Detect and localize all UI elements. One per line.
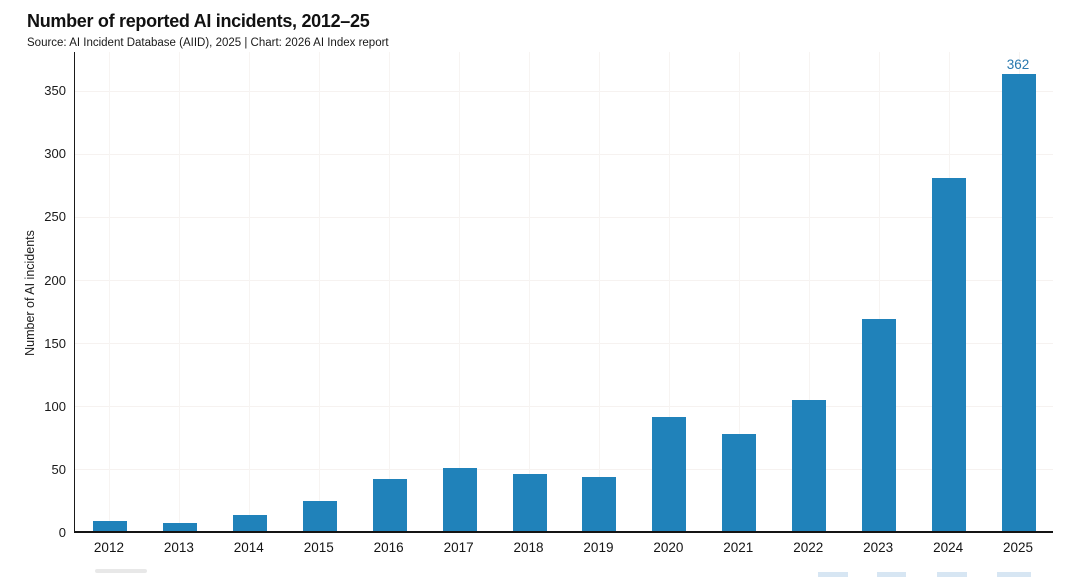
chart-title: Number of reported AI incidents, 2012–25 [27,11,370,31]
x-tick-label-2024: 2024 [933,540,964,555]
gridline-x-2019 [598,52,600,531]
bar-2023 [862,318,897,531]
gridline-x-2012 [109,52,111,531]
y-tick-label-350: 350 [44,83,66,99]
bar-2017 [442,467,477,531]
next-chart-bar-peek [818,572,848,577]
x-tick-label-2018: 2018 [513,540,544,555]
bar-2025 [1002,74,1037,531]
gridline-x-2016 [389,52,391,531]
next-chart-peek-smudge [95,569,147,573]
bar-2021 [722,433,757,531]
x-tick-label-2021: 2021 [723,540,754,555]
x-tick-label-2022: 2022 [793,540,824,555]
gridline-y-350 [75,90,1053,92]
gridline-y-300 [75,153,1053,155]
bar-2013 [162,523,197,531]
y-tick-label-200: 200 [44,272,66,288]
gridline-x-2017 [459,52,461,531]
bar-2020 [652,417,687,531]
gridline-x-2014 [249,52,251,531]
bar-2024 [932,177,967,531]
bar-2012 [92,520,127,531]
next-chart-bar-peek [937,572,967,577]
y-tick-label-250: 250 [44,209,66,225]
bar-2015 [302,500,337,531]
x-tick-label-2014: 2014 [233,540,264,555]
x-tick-label-2019: 2019 [583,540,614,555]
y-tick-label-100: 100 [44,398,66,414]
bar-2019 [582,476,617,531]
gridline-x-2015 [319,52,321,531]
bar-2022 [792,399,827,531]
x-tick-label-2020: 2020 [653,540,684,555]
bar-2016 [372,479,407,531]
bar-2014 [232,514,267,531]
gridline-x-2021 [738,52,740,531]
chart-source-caption: Source: AI Incident Database (AIID), 202… [27,37,389,49]
x-tick-label-2016: 2016 [373,540,404,555]
next-chart-bar-peek [877,572,906,577]
gridline-y-150 [75,343,1053,345]
bar-2018 [512,474,547,531]
x-tick-label-2017: 2017 [443,540,474,555]
gridline-y-50 [75,469,1053,471]
gridline-y-100 [75,406,1053,408]
gridline-y-250 [75,216,1053,218]
plot-area [74,52,1053,533]
x-tick-label-2012: 2012 [93,540,124,555]
next-chart-bar-peek [997,572,1031,577]
y-tick-label-150: 150 [44,335,66,351]
x-tick-label-2023: 2023 [863,540,894,555]
bar-value-label-2025: 362 [1006,56,1030,72]
gridline-x-2013 [179,52,181,531]
gridline-x-2018 [529,52,531,531]
y-tick-label-0: 0 [58,525,66,540]
y-tick-label-50: 50 [51,461,66,477]
gridline-y-200 [75,280,1053,281]
x-tick-label-2015: 2015 [303,540,334,555]
x-tick-label-2025: 2025 [1003,540,1034,555]
x-tick-label-2013: 2013 [163,540,194,555]
y-tick-label-300: 300 [44,146,66,162]
gridline-x-2022 [808,52,810,531]
gridline-x-2020 [668,52,670,531]
gridline-x-2023 [878,52,880,531]
